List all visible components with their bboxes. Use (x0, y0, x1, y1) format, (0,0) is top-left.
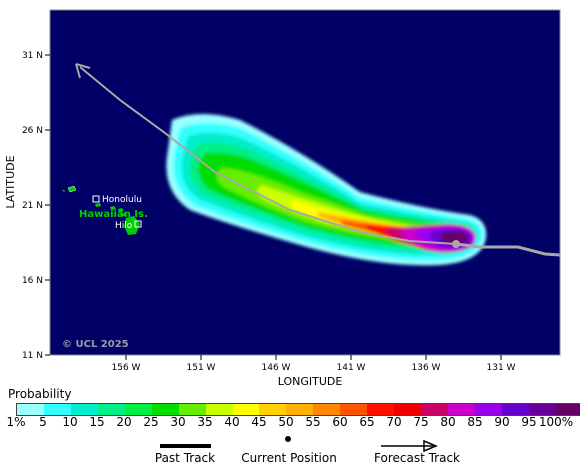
hilo-marker (134, 220, 142, 228)
legend-swatch (259, 404, 287, 415)
x-axis-title: LONGITUDE (278, 375, 343, 388)
legend-label: 30 (170, 415, 186, 429)
legend-swatch (313, 404, 341, 415)
legend-label: 35 (197, 415, 213, 429)
legend-label: 45 (251, 415, 267, 429)
lon-tick-146w: 146 W (262, 363, 291, 373)
lat-tick-11n: 11 N (22, 351, 43, 361)
legend-swatch (205, 404, 233, 415)
probability-swath (166, 114, 487, 266)
legend-swatch (124, 404, 152, 415)
legend-label: 75 (413, 415, 429, 429)
legend-label: 95 (521, 415, 537, 429)
longitude-ticks (125, 355, 502, 360)
legend-swatch (43, 404, 71, 415)
forecast-track (79, 66, 457, 245)
islands-name: Hawaiian Is. (79, 209, 148, 220)
legend-color-bar (16, 403, 580, 416)
current-position-marker (452, 240, 460, 248)
lon-tick-136w: 136 W (412, 363, 441, 373)
legend-label: 60 (332, 415, 348, 429)
legend-swatch (448, 404, 475, 415)
hilo-label: Hilo (115, 221, 133, 231)
legend-label: 65 (359, 415, 375, 429)
past-track-label: Past Track (154, 451, 216, 465)
lon-tick-151w: 151 W (187, 363, 216, 373)
legend-swatch (286, 404, 314, 415)
current-position-label: Current Position (241, 451, 337, 465)
legend-swatch (97, 404, 125, 415)
legend-label: 15 (89, 415, 105, 429)
legend-swatch (17, 404, 44, 415)
legend-label: 85 (467, 415, 483, 429)
forecast-track-swatch-arrowhead (423, 439, 438, 453)
copyright: © UCL 2025 (62, 339, 129, 350)
legend-labels: 1% 5 10 15 20 25 30 35 40 45 50 55 60 65 70 75 80 85 90 95 1… (0, 415, 580, 431)
lat-tick-26n: 26 N (22, 126, 43, 136)
past-track (455, 242, 560, 257)
lat-tick-16n: 16 N (22, 276, 43, 286)
legend-label: 10 (62, 415, 78, 429)
legend-swatch (501, 404, 529, 415)
legend-swatch (555, 404, 580, 415)
legend-swatch (232, 404, 260, 415)
latitude-ticks (45, 54, 50, 356)
legend-label: 55 (305, 415, 321, 429)
legend-title: Probability (8, 387, 72, 401)
legend-label: 25 (143, 415, 159, 429)
lon-tick-156w: 156 W (112, 363, 141, 373)
legend-label: 5 (39, 415, 47, 429)
legend-label: 90 (494, 415, 510, 429)
legend-label: 40 (224, 415, 240, 429)
forecast-arrowhead (75, 63, 91, 79)
forecast-track-label: Forecast Track (374, 451, 460, 465)
lon-tick-141w: 141 W (337, 363, 366, 373)
plot-frame (49, 9, 561, 356)
legend-label: 100% (538, 415, 574, 429)
legend-swatch (394, 404, 422, 415)
legend-swatch (178, 404, 206, 415)
legend-label: 20 (116, 415, 132, 429)
legend-label: 80 (440, 415, 456, 429)
legend-swatch (528, 404, 556, 415)
lon-tick-131w: 131 W (487, 363, 516, 373)
honolulu-marker (92, 195, 100, 203)
current-position-swatch (285, 436, 291, 442)
lat-tick-31n: 31 N (22, 51, 43, 61)
legend-swatch (421, 404, 448, 415)
legend-label: 50 (278, 415, 294, 429)
y-axis-title: LATITUDE (4, 155, 17, 208)
legend-swatch (151, 404, 179, 415)
legend-swatch (474, 404, 502, 415)
legend-label: 70 (386, 415, 402, 429)
legend-swatch (367, 404, 395, 415)
honolulu-label: Honolulu (102, 195, 142, 205)
lat-tick-21n: 21 N (22, 201, 43, 211)
legend-swatch (70, 404, 98, 415)
legend-swatch (340, 404, 368, 415)
legend-label: 1% (6, 415, 26, 429)
